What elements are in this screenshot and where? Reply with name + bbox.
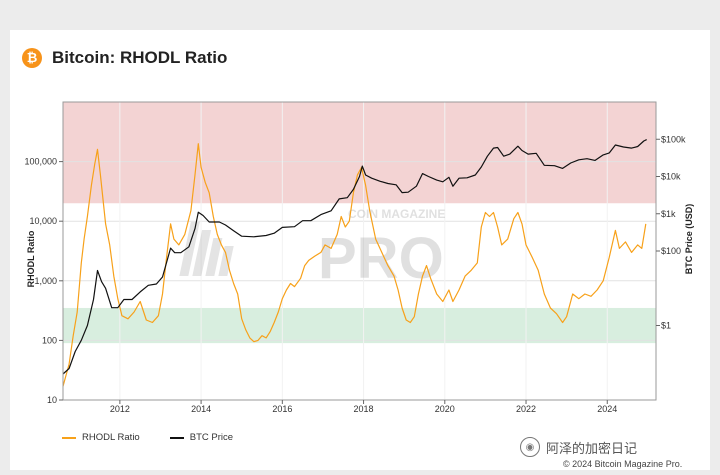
legend-label-btc-price: BTC Price [189, 432, 234, 443]
y-left-axis-label: RHODL Ratio [26, 230, 36, 287]
chart-title: Bitcoin: RHODL Ratio [52, 48, 228, 67]
legend-swatch-rhodl [62, 436, 76, 439]
y-right-tick-label: $10k [661, 172, 681, 182]
x-tick-label: 2018 [354, 404, 374, 414]
legend-label-rhodl: RHODL Ratio [82, 432, 140, 443]
y-right-tick-label: $1k [661, 209, 676, 219]
chart-header: ₿ Bitcoin: RHODL Ratio [22, 46, 227, 70]
x-tick-label: 2022 [516, 404, 536, 414]
y-left-tick-label: 100,000 [24, 157, 57, 167]
x-tick-label: 2012 [110, 404, 130, 414]
y-left-tick-label: 10 [47, 395, 57, 405]
copyright-text: © 2024 Bitcoin Magazine Pro. [563, 459, 683, 469]
watermark-bar [218, 246, 234, 276]
x-tick-label: 2016 [272, 404, 292, 414]
series-line-rhodl-ratio [62, 143, 647, 387]
chart-legend: RHODL Ratio BTC Price [62, 432, 263, 443]
y-left-tick-label: 100 [42, 335, 57, 345]
x-tick-label: 2024 [597, 404, 617, 414]
watermark-bar [205, 238, 223, 276]
y-right-tick-label: $100k [661, 134, 686, 144]
watermark-text: 阿泽的加密日记 [546, 441, 638, 457]
y-right-tick-label: $100 [661, 246, 681, 256]
y-right-axis-label: BTC Price (USD) [684, 204, 694, 275]
y-right-tick-label: $1 [661, 321, 671, 331]
x-tick-label: 2014 [191, 404, 211, 414]
x-tick-label: 2020 [435, 404, 455, 414]
bitcoin-icon: ₿ [22, 48, 42, 68]
series-line-btc-price [62, 139, 647, 375]
band-overheated [63, 102, 656, 204]
y-left-tick-label: 10,000 [29, 216, 57, 226]
chat-icon: ◉ [520, 437, 540, 457]
legend-item-btc-price[interactable]: BTC Price [169, 432, 234, 443]
watermark-bar [192, 230, 212, 276]
watermark-bar [179, 222, 200, 276]
legend-item-rhodl[interactable]: RHODL Ratio [62, 432, 140, 443]
source-watermark: ◉ 阿泽的加密日记 [520, 437, 637, 457]
legend-swatch-btc-price [169, 436, 184, 439]
watermark-logo: COIN MAGAZINE PRO [179, 207, 445, 291]
y-left-tick-label: 1,000 [34, 276, 57, 286]
watermark-small-text: COIN MAGAZINE [348, 207, 445, 221]
watermark-large-text: PRO [318, 226, 444, 291]
